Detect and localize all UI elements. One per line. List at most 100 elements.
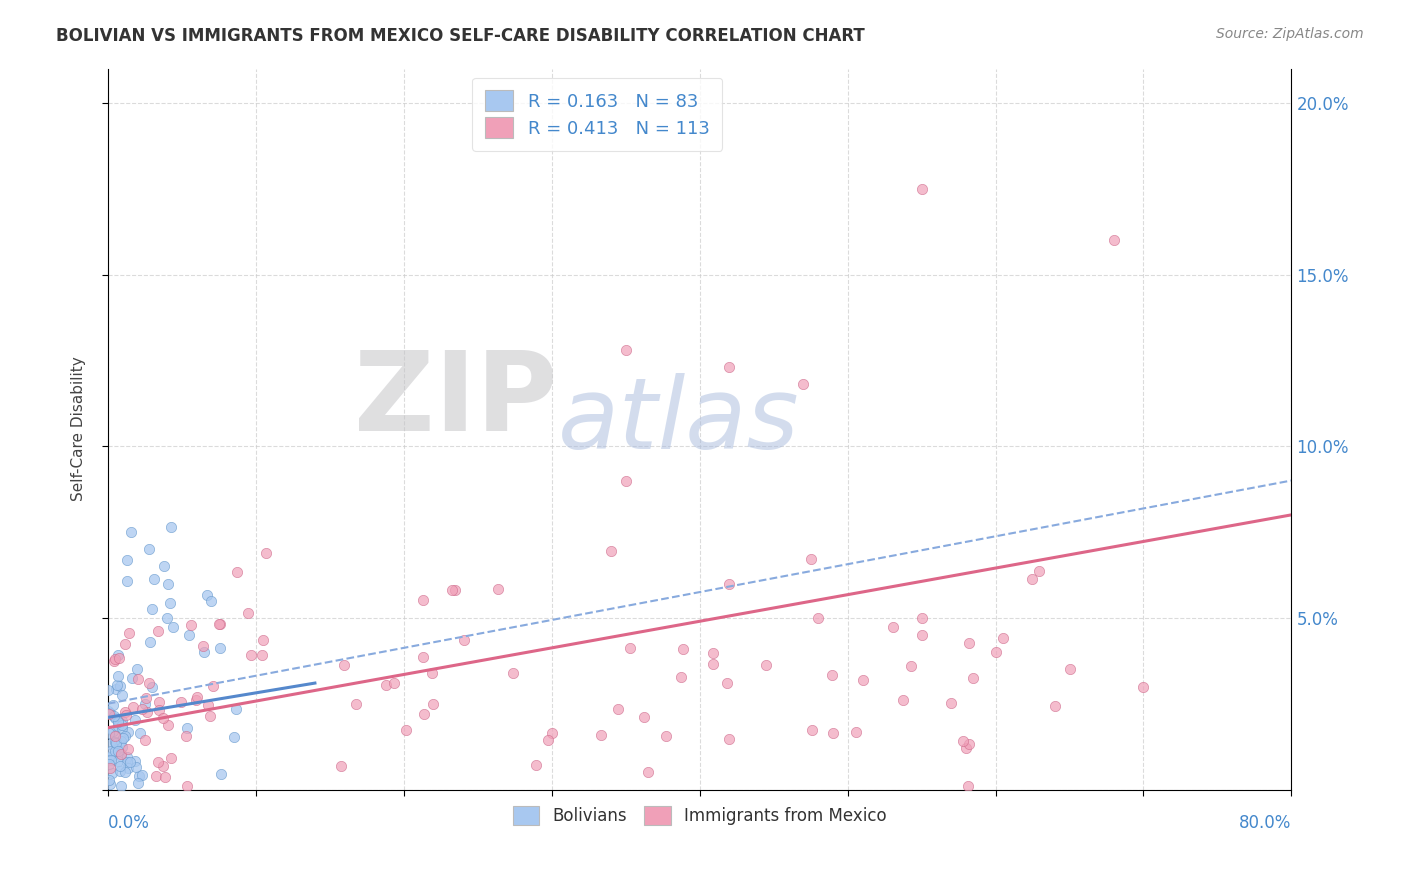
Point [131, 768, 153, 782]
Point [114, 708, 136, 723]
Point [755, 657, 778, 672]
Point [107, 754, 129, 768]
Point [209, 766, 232, 780]
Point [619, 640, 641, 655]
Point [101, 765, 124, 780]
Point [716, 676, 738, 690]
Point [127, 672, 149, 686]
Point [120, 524, 142, 539]
Point [111, 740, 134, 755]
Point [672, 642, 695, 657]
Point [104, 728, 127, 742]
Point [138, 542, 160, 557]
Point [957, 636, 980, 650]
Point [153, 770, 176, 784]
Point [98, 750, 121, 764]
Point [893, 693, 915, 707]
Point [614, 474, 637, 488]
Point [1059, 662, 1081, 676]
Point [107, 669, 129, 683]
Point [107, 714, 129, 729]
Point [111, 688, 134, 702]
Point [225, 701, 247, 715]
Point [98, 777, 121, 791]
Point [159, 596, 181, 610]
Point [800, 552, 823, 566]
Point [208, 617, 231, 632]
Point [124, 754, 146, 768]
Point [101, 749, 124, 764]
Point [1102, 233, 1125, 247]
Point [952, 734, 974, 748]
Text: 0.0%: 0.0% [108, 814, 149, 832]
Point [226, 565, 249, 579]
Point [195, 588, 218, 602]
Point [103, 652, 125, 666]
Point [252, 633, 274, 648]
Y-axis label: Self-Care Disability: Self-Care Disability [72, 357, 86, 501]
Point [395, 723, 418, 737]
Point [118, 755, 141, 769]
Point [422, 697, 444, 711]
Point [911, 610, 934, 624]
Point [606, 702, 628, 716]
Text: 80.0%: 80.0% [1239, 814, 1292, 832]
Point [957, 737, 980, 751]
Point [104, 711, 127, 725]
Point [117, 742, 139, 756]
Point [329, 759, 352, 773]
Point [718, 731, 741, 746]
Point [105, 741, 128, 756]
Point [148, 695, 170, 709]
Point [702, 646, 724, 660]
Point [148, 756, 170, 770]
Point [152, 711, 174, 725]
Point [209, 640, 232, 655]
Point [128, 769, 150, 783]
Point [97, 682, 120, 697]
Point [104, 729, 127, 743]
Point [591, 728, 613, 742]
Point [346, 698, 368, 712]
Point [108, 679, 131, 693]
Point [111, 718, 134, 732]
Point [956, 779, 979, 793]
Point [637, 764, 659, 779]
Point [801, 723, 824, 737]
Point [702, 657, 724, 672]
Point [240, 648, 263, 662]
Point [332, 658, 354, 673]
Point [104, 743, 127, 757]
Point [97, 705, 120, 719]
Point [179, 628, 201, 642]
Point [412, 593, 434, 607]
Point [105, 678, 128, 692]
Point [101, 724, 124, 739]
Point [156, 611, 179, 625]
Point [105, 736, 128, 750]
Point [486, 582, 509, 596]
Point [413, 707, 436, 722]
Point [250, 648, 273, 663]
Point [162, 620, 184, 634]
Point [176, 779, 198, 793]
Point [100, 753, 122, 767]
Point [153, 559, 176, 574]
Point [157, 576, 180, 591]
Point [1021, 572, 1043, 586]
Point [110, 721, 132, 735]
Point [98, 761, 121, 775]
Point [141, 601, 163, 615]
Point [614, 343, 637, 357]
Point [117, 574, 139, 588]
Point [991, 631, 1014, 645]
Point [115, 553, 138, 567]
Point [453, 633, 475, 648]
Point [821, 726, 844, 740]
Point [114, 705, 136, 719]
Point [375, 677, 398, 691]
Point [124, 714, 146, 728]
Point [98, 772, 121, 787]
Point [170, 696, 193, 710]
Point [524, 758, 547, 772]
